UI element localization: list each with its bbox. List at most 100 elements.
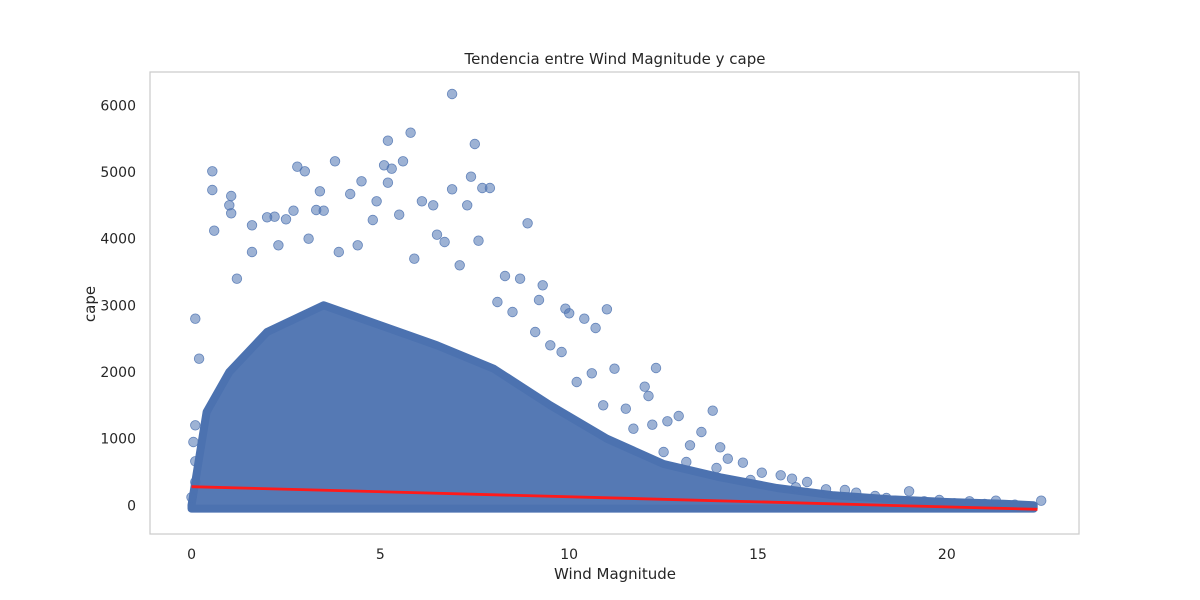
scatter-point: [329, 156, 341, 167]
scatter-point: [869, 490, 881, 502]
y-tick-label: 4000: [100, 232, 136, 248]
scatter-point: [246, 246, 258, 258]
scatter-point: [1035, 495, 1047, 506]
scatter-point: [246, 220, 258, 231]
scatter-point: [193, 353, 205, 364]
scatter-point: [530, 326, 541, 338]
x-tick-label: 20: [938, 547, 956, 563]
scatter-point: [386, 163, 397, 174]
scatter-point: [462, 200, 473, 211]
scatter-point: [775, 470, 786, 481]
y-tick-label: 1000: [100, 432, 136, 448]
scatter-point: [299, 166, 311, 177]
scatter-point: [673, 410, 684, 422]
x-axis-ticks: 0 5 10 15 20: [187, 547, 956, 563]
scatter-point: [473, 235, 484, 246]
scatter-point: [188, 436, 199, 448]
scatter-point: [288, 205, 299, 216]
scatter-point: [292, 161, 303, 172]
scatter-point: [207, 184, 218, 196]
scatter-point: [790, 482, 802, 493]
scatter-point: [903, 486, 915, 497]
trend-line-group: [191, 485, 1038, 511]
scatter-point: [662, 416, 673, 427]
x-tick-label: 10: [560, 547, 578, 563]
scatter-point: [658, 446, 669, 458]
scatter-point: [469, 138, 481, 150]
scatter-point: [786, 473, 798, 484]
scatter-point: [231, 273, 243, 284]
scatter-point: [446, 184, 458, 195]
scatter-point: [352, 240, 363, 251]
scatter-point: [522, 218, 533, 229]
scatter-point: [416, 196, 428, 207]
scatter-point: [507, 306, 518, 318]
x-tick-label: 0: [187, 547, 196, 563]
scatter-point: [707, 405, 718, 416]
x-tick-label: 15: [749, 547, 767, 563]
scatter-point: [639, 381, 650, 392]
scatter-point: [556, 346, 567, 358]
scatter-point: [318, 205, 329, 216]
scatter-point: [919, 496, 930, 507]
scatter-point: [207, 166, 218, 177]
x-axis-label: Wind Magnitude: [554, 565, 676, 583]
scatter-point: [643, 390, 654, 402]
plot-frame: [149, 71, 1080, 535]
scatter-point: [684, 440, 696, 451]
scatter-point: [647, 419, 658, 430]
scatter-point: [186, 492, 197, 503]
scatter-point: [590, 322, 601, 334]
x-tick-label: 5: [376, 547, 385, 563]
y-axis-label: cape: [81, 286, 99, 322]
scatter-point: [533, 294, 545, 306]
scatter-point: [711, 462, 722, 474]
scatter-point: [382, 135, 394, 146]
scatter-point: [681, 456, 692, 468]
scatter-point: [465, 171, 477, 182]
scatter-point: [934, 494, 945, 506]
y-tick-label: 3000: [100, 298, 136, 314]
scatter-point: [801, 476, 813, 488]
scatter-point: [409, 253, 420, 264]
trend-line: [191, 485, 1038, 511]
scatter-point: [454, 260, 465, 271]
scatter-point: [431, 229, 443, 240]
scatter-point: [269, 211, 280, 222]
scatter-point: [745, 474, 756, 486]
scatter-point: [571, 376, 582, 388]
scatter-point: [737, 457, 749, 468]
scatter-point: [545, 340, 556, 351]
scatter-point: [303, 233, 314, 244]
scatter-point: [382, 177, 394, 188]
y-axis-ticks: 0 1000 2000 3000 4000 5000 6000: [100, 98, 136, 514]
scatter-point: [333, 246, 345, 258]
scatter-point: [964, 496, 975, 507]
y-tick-label: 0: [127, 498, 136, 514]
scatter-point: [280, 214, 292, 225]
scatter-point: [696, 426, 707, 438]
y-tick-label: 2000: [100, 365, 136, 381]
y-tick-label: 5000: [100, 165, 136, 181]
scatter-point: [273, 240, 284, 251]
scatter-point: [579, 313, 590, 324]
scatter-point: [756, 467, 768, 478]
scatter-point: [598, 400, 609, 411]
scatter-point: [492, 296, 503, 308]
scatter-point: [314, 186, 326, 197]
scatter-point: [820, 484, 832, 495]
scatter-point: [394, 209, 405, 220]
scatter-point: [839, 484, 851, 496]
scatter-point: [620, 403, 632, 414]
scatter-point: [446, 88, 458, 100]
scatter-point: [405, 127, 416, 138]
scatter-point: [190, 456, 201, 467]
scatter-point: [514, 273, 526, 284]
scatter-point: [601, 304, 613, 315]
scatter-point: [345, 188, 356, 200]
scatter-point: [537, 280, 548, 291]
scatter-point: [881, 492, 892, 504]
scatter-point: [397, 156, 409, 167]
